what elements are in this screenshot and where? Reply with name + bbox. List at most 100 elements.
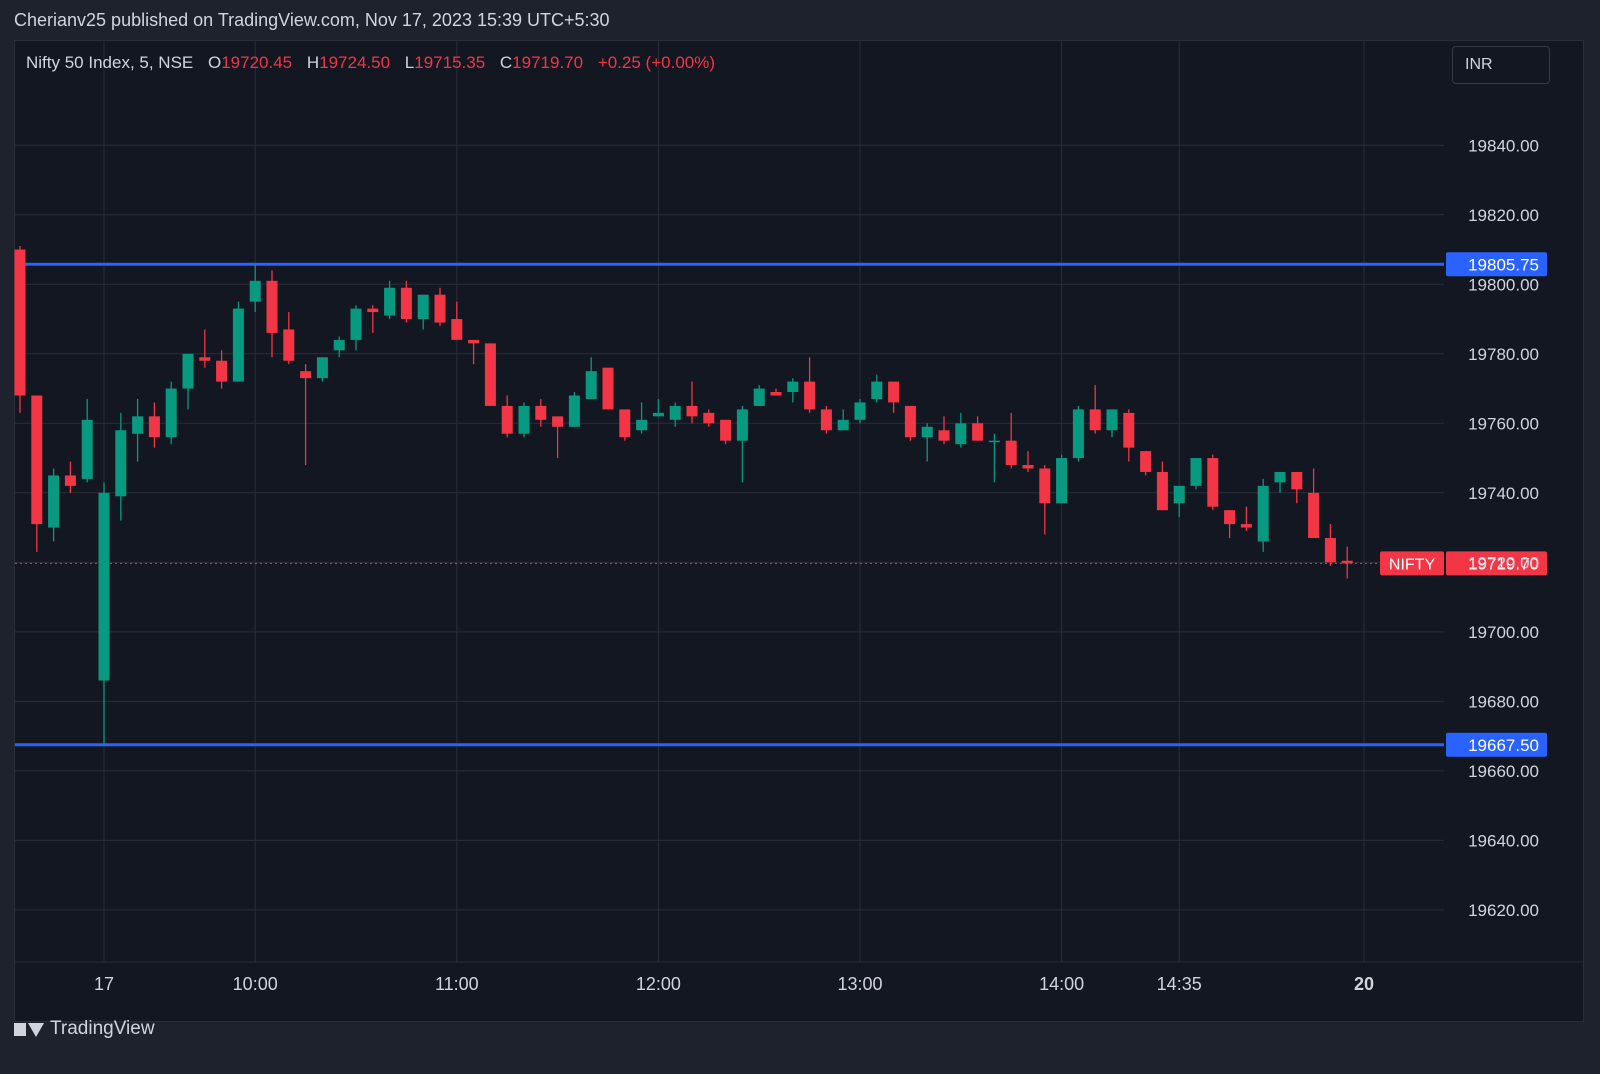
candle <box>1005 412 1017 469</box>
candle <box>837 409 849 431</box>
candle-body <box>48 475 60 528</box>
candle <box>552 416 564 459</box>
candle-body <box>636 419 648 431</box>
candle-body <box>1173 485 1185 504</box>
candle <box>232 301 244 382</box>
candle <box>266 270 278 358</box>
candle <box>1257 478 1269 552</box>
candle-body <box>988 440 1000 443</box>
high-value: 19724.50 <box>319 53 391 72</box>
candle <box>636 402 648 434</box>
candle <box>1022 451 1034 472</box>
candle <box>602 367 614 410</box>
price-tick-label: 19700.00 <box>1468 623 1539 642</box>
candle <box>484 343 496 406</box>
candle <box>316 357 328 382</box>
candle-body <box>1190 458 1202 486</box>
time-tick-label: 10:00 <box>233 974 278 994</box>
price-tick-label: 19660.00 <box>1468 762 1539 781</box>
price-tick-label: 19780.00 <box>1468 345 1539 364</box>
candle-body <box>888 381 900 403</box>
candle-body <box>216 360 228 382</box>
candle-body <box>972 423 984 441</box>
candle <box>518 402 530 438</box>
candle <box>451 301 463 340</box>
candle <box>938 416 950 445</box>
high-label: H <box>306 53 320 72</box>
candle-body <box>249 280 261 302</box>
candle-body <box>115 430 127 497</box>
grid-lines <box>15 41 1583 963</box>
candle <box>132 398 144 462</box>
symbol-label[interactable]: Nifty 50 Index, 5, NSE <box>26 53 194 72</box>
candle-body <box>1022 465 1034 469</box>
candle-body <box>669 405 681 420</box>
candle-body <box>720 419 732 441</box>
candle <box>14 246 26 413</box>
change-value: +0.25 (+0.00%) <box>597 53 716 72</box>
candle <box>148 402 160 448</box>
candle-body <box>64 475 76 486</box>
time-tick-label: 13:00 <box>837 974 882 994</box>
price-tick-label: 19800.00 <box>1468 275 1539 294</box>
candle-body <box>1207 458 1219 507</box>
candle-body <box>1089 409 1101 431</box>
candle-body <box>736 409 748 441</box>
candle-body <box>400 287 412 320</box>
candle <box>468 339 480 365</box>
candle-body <box>367 308 379 313</box>
candle-body <box>1308 492 1320 538</box>
candle <box>1190 458 1202 490</box>
candle <box>854 398 866 424</box>
brand-label: TradingView <box>50 1018 155 1039</box>
currency-button[interactable]: INR <box>1452 46 1550 84</box>
candle <box>669 402 681 427</box>
published-header: Cherianv25 published on TradingView.com,… <box>14 10 610 30</box>
candle <box>988 433 1000 483</box>
candle-body <box>468 339 480 344</box>
candle <box>115 412 127 521</box>
candle-body <box>1224 510 1236 525</box>
candle <box>64 461 76 493</box>
candle-body <box>787 381 799 393</box>
candle <box>1156 461 1168 511</box>
candle-body <box>619 409 631 438</box>
symbol-name-tag <box>1380 551 1444 576</box>
candle <box>434 287 446 326</box>
candle <box>350 305 362 351</box>
candle <box>249 263 261 313</box>
low-value: 19715.35 <box>414 53 486 72</box>
candle-body <box>266 280 278 333</box>
candle-body <box>568 395 580 427</box>
price-tick-label: 19680.00 <box>1468 692 1539 711</box>
price-tick-label: 19620.00 <box>1468 901 1539 920</box>
candle-body <box>871 381 883 399</box>
chart-pane[interactable] <box>14 40 1584 1022</box>
candle-body <box>1005 440 1017 466</box>
candle-body <box>837 419 849 431</box>
price-tick-label: 19820.00 <box>1468 206 1539 225</box>
candle <box>1173 485 1185 518</box>
candle <box>568 392 580 427</box>
tradingview-logo[interactable]: TradingView <box>14 1018 155 1040</box>
candle <box>904 405 916 441</box>
candle-body <box>602 367 614 410</box>
candle-body <box>451 319 463 340</box>
candle <box>1341 546 1353 579</box>
price-tick-label: 19740.00 <box>1468 484 1539 503</box>
candle-body <box>1324 537 1336 563</box>
candle <box>787 378 799 403</box>
candle <box>955 412 967 448</box>
candle <box>1207 454 1219 511</box>
candle-body <box>652 412 664 417</box>
candle-body <box>434 294 446 323</box>
candle <box>652 398 664 417</box>
candle-body <box>820 409 832 431</box>
candle <box>1039 465 1051 535</box>
candle <box>333 336 345 358</box>
price-tick-label: 19640.00 <box>1468 831 1539 850</box>
candle-body <box>350 308 362 340</box>
candle <box>417 294 429 330</box>
candle <box>48 468 60 542</box>
